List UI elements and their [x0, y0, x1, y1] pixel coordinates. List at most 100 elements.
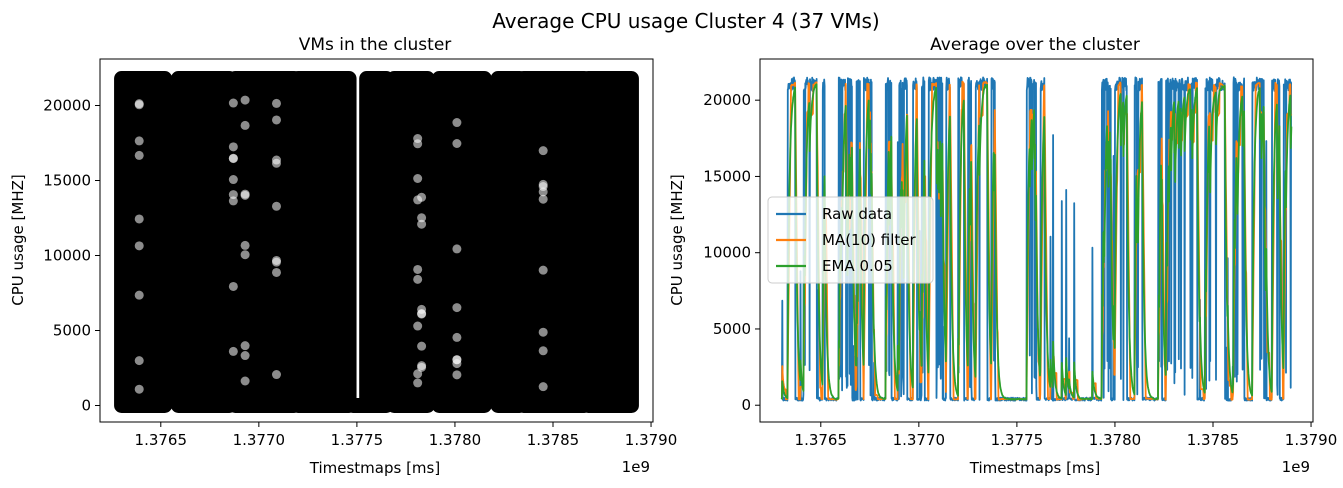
scatter-point [428, 126, 444, 142]
scatter-baseline [345, 398, 388, 413]
left-y-ticks: 0 5000 10000 15000 20000 [43, 97, 100, 415]
scatter-point [413, 378, 423, 388]
legend-label: MA(10) filter [822, 231, 916, 249]
y-tick-label: 10000 [703, 244, 751, 262]
scatter-point [483, 188, 499, 204]
scatter-point [240, 120, 250, 130]
scatter-point [427, 100, 443, 116]
scatter-point [162, 151, 178, 167]
x-tick-label: 1.3770 [893, 431, 946, 449]
scatter-point [428, 303, 444, 319]
scatter-point [401, 166, 417, 182]
scatter-band [516, 71, 592, 413]
scatter-point [401, 296, 417, 312]
scatter-point [485, 193, 501, 209]
scatter-point [134, 100, 144, 110]
scatter-point [304, 335, 320, 351]
scatter-point [538, 194, 548, 204]
scatter-point [167, 113, 183, 129]
scatter-point [164, 306, 180, 322]
scatter-point [398, 241, 414, 257]
scatter-point [163, 158, 179, 174]
scatter-point [413, 369, 423, 379]
scatter-point [402, 146, 418, 162]
scatter-point [163, 346, 179, 362]
scatter-point [429, 324, 445, 340]
figure-title: Average CPU usage Cluster 4 (37 VMs) [492, 9, 879, 33]
scatter-point [302, 304, 318, 320]
left-x-ticks: 1.3765 1.3770 1.3775 1.3780 1.3785 1.3790 [135, 422, 678, 449]
scatter-point [303, 185, 319, 201]
scatter-point [134, 214, 144, 224]
scatter-point [425, 384, 441, 400]
x-tick-label: 1.3780 [1089, 431, 1142, 449]
scatter-point [482, 265, 498, 281]
scatter-point [271, 257, 281, 267]
scatter-point [484, 80, 500, 96]
scatter-point [228, 346, 238, 356]
y-tick-label: 10000 [43, 247, 91, 265]
y-tick-label: 5000 [53, 322, 91, 340]
scatter-point [307, 221, 323, 237]
x-tick-label: 1.3790 [1285, 431, 1338, 449]
scatter-point [404, 204, 420, 220]
left-x-axis-label: Timestmaps [ms] [309, 459, 440, 477]
x-tick-label: 1.3775 [331, 431, 384, 449]
scatter-point [168, 255, 184, 271]
scatter-point [398, 314, 414, 330]
legend-label: EMA 0.05 [822, 257, 893, 275]
scatter-point [482, 144, 498, 160]
scatter-point [480, 304, 496, 320]
x-tick-label: 1.3775 [991, 431, 1044, 449]
scatter-point [302, 180, 318, 196]
scatter-point [305, 134, 321, 150]
scatter-point [417, 192, 427, 202]
scatter-point [167, 222, 183, 238]
scatter-point [397, 281, 413, 297]
scatter-point [240, 95, 250, 105]
scatter-point [168, 97, 184, 113]
scatter-point [452, 244, 462, 254]
scatter-point [413, 264, 423, 274]
scatter-point [452, 332, 462, 342]
scatter-point [427, 144, 443, 160]
scatter-band [386, 71, 435, 413]
scatter-point [228, 281, 238, 291]
scatter-point [307, 177, 323, 193]
scatter-point [169, 191, 185, 207]
scatter-point [303, 272, 319, 288]
scatter-point [166, 175, 182, 191]
scatter-point [401, 183, 417, 199]
scatter-point [409, 92, 425, 108]
scatter-point [480, 147, 496, 163]
scatter-point [427, 389, 443, 405]
scatter-point [164, 260, 180, 276]
scatter-point [403, 309, 419, 325]
scatter-point [413, 174, 423, 184]
scatter-point [134, 136, 144, 146]
scatter-band [170, 71, 237, 413]
scatter-point [398, 178, 414, 194]
scatter-point [429, 301, 445, 317]
scatter-point [307, 369, 323, 385]
scatter-point [405, 209, 421, 225]
scatter-point [302, 261, 318, 277]
scatter-point [483, 205, 499, 221]
x-tick-label: 1.3765 [135, 431, 188, 449]
scatter-point [134, 241, 144, 251]
scatter-point [480, 382, 496, 398]
scatter-point [271, 267, 281, 277]
right-x-offset-label: 1e9 [1282, 458, 1310, 476]
scatter-point [479, 211, 495, 227]
y-tick-label: 5000 [713, 320, 751, 338]
x-tick-label: 1.3790 [625, 431, 678, 449]
x-tick-label: 1.3785 [527, 431, 580, 449]
scatter-point [164, 361, 180, 377]
scatter-point [399, 293, 415, 309]
scatter-point [271, 115, 281, 125]
scatter-point [538, 265, 548, 275]
scatter-point [240, 341, 250, 351]
scatter-point [480, 321, 496, 337]
left-plot-area [114, 71, 639, 413]
